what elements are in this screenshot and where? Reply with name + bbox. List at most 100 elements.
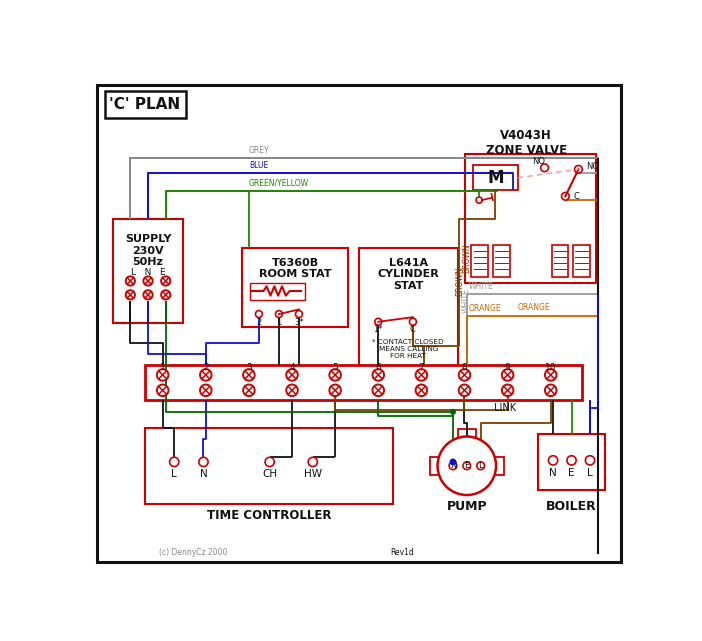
FancyBboxPatch shape [105,91,186,118]
Circle shape [463,462,470,470]
Text: GREEN/YELLOW: GREEN/YELLOW [249,179,309,188]
Text: GREY: GREY [249,146,270,154]
Text: 3: 3 [246,363,252,372]
Circle shape [199,457,208,467]
FancyBboxPatch shape [97,85,621,562]
Text: ORANGE: ORANGE [468,304,501,313]
Text: 1: 1 [277,318,282,327]
Circle shape [541,164,548,172]
Text: L641A
CYLINDER
STAT: L641A CYLINDER STAT [378,258,439,291]
Text: 7: 7 [418,363,424,372]
Circle shape [200,369,211,381]
Text: ORANGE: ORANGE [517,303,550,312]
Circle shape [329,385,341,396]
Circle shape [256,311,263,317]
Circle shape [575,165,582,173]
Text: BOILER: BOILER [546,500,597,513]
Text: C: C [573,192,579,201]
Circle shape [502,385,513,396]
Text: BROWN: BROWN [462,243,471,272]
Text: N: N [549,468,557,478]
Text: 5: 5 [332,363,338,372]
Text: * CONTACT CLOSED
MEANS CALLING
FOR HEAT: * CONTACT CLOSED MEANS CALLING FOR HEAT [373,338,444,359]
FancyBboxPatch shape [250,283,305,300]
Text: HW: HW [304,469,322,479]
Circle shape [449,462,457,470]
Circle shape [143,290,152,299]
Text: N: N [450,462,456,470]
Text: E: E [569,468,575,478]
Circle shape [451,410,456,414]
FancyBboxPatch shape [493,245,510,277]
FancyBboxPatch shape [359,248,458,367]
Circle shape [502,369,513,381]
Text: SUPPLY
230V
50Hz: SUPPLY 230V 50Hz [125,234,171,267]
Text: NO: NO [532,157,545,166]
FancyBboxPatch shape [472,245,489,277]
FancyBboxPatch shape [458,429,476,438]
Text: 'C' PLAN: 'C' PLAN [110,97,180,112]
Text: 3*: 3* [294,318,304,327]
Circle shape [373,369,384,381]
FancyBboxPatch shape [242,248,348,327]
Circle shape [161,290,171,299]
Circle shape [286,369,298,381]
Circle shape [329,369,341,381]
Circle shape [567,456,576,465]
Circle shape [161,276,171,286]
Text: T6360B
ROOM STAT: T6360B ROOM STAT [259,258,331,279]
Circle shape [373,385,384,396]
FancyBboxPatch shape [112,219,183,323]
Circle shape [409,319,416,325]
Circle shape [562,192,569,200]
Text: N: N [199,469,207,479]
Text: WHITE: WHITE [468,282,494,291]
FancyBboxPatch shape [465,154,596,283]
FancyBboxPatch shape [145,365,582,401]
Circle shape [545,385,557,396]
Circle shape [157,385,168,396]
Text: WHITE: WHITE [462,288,471,313]
Circle shape [170,457,179,467]
Text: BLUE: BLUE [249,161,268,170]
Text: 4: 4 [289,363,295,372]
Circle shape [126,276,135,286]
Text: V4043H
ZONE VALVE: V4043H ZONE VALVE [486,129,567,157]
Text: 8: 8 [462,363,468,372]
Circle shape [375,319,382,325]
Circle shape [476,197,482,203]
Text: M: M [487,169,503,187]
Text: L: L [478,462,483,470]
Circle shape [265,457,274,467]
Text: BROWN: BROWN [456,266,464,296]
Circle shape [416,385,427,396]
Text: 1: 1 [160,363,166,372]
Text: 2: 2 [203,363,208,372]
Text: LINK: LINK [494,403,516,413]
FancyBboxPatch shape [538,434,605,490]
FancyBboxPatch shape [145,428,393,504]
Circle shape [458,369,470,381]
Circle shape [157,369,168,381]
Text: TIME CONTROLLER: TIME CONTROLLER [206,510,331,522]
Circle shape [416,369,427,381]
Text: CH: CH [262,469,277,479]
Text: 1*: 1* [373,325,383,334]
FancyBboxPatch shape [473,165,517,190]
FancyBboxPatch shape [430,456,445,475]
Circle shape [296,311,303,317]
FancyBboxPatch shape [573,245,590,277]
Circle shape [286,385,298,396]
Text: Rev1d: Rev1d [390,548,413,557]
Circle shape [308,457,317,467]
Text: 2: 2 [256,318,262,327]
Text: E: E [464,462,470,470]
Circle shape [275,311,282,317]
Circle shape [126,290,135,299]
FancyBboxPatch shape [552,245,569,277]
Circle shape [243,385,255,396]
Circle shape [545,369,557,381]
Text: L: L [171,469,177,479]
Text: C: C [410,325,416,334]
Text: PUMP: PUMP [446,500,487,513]
